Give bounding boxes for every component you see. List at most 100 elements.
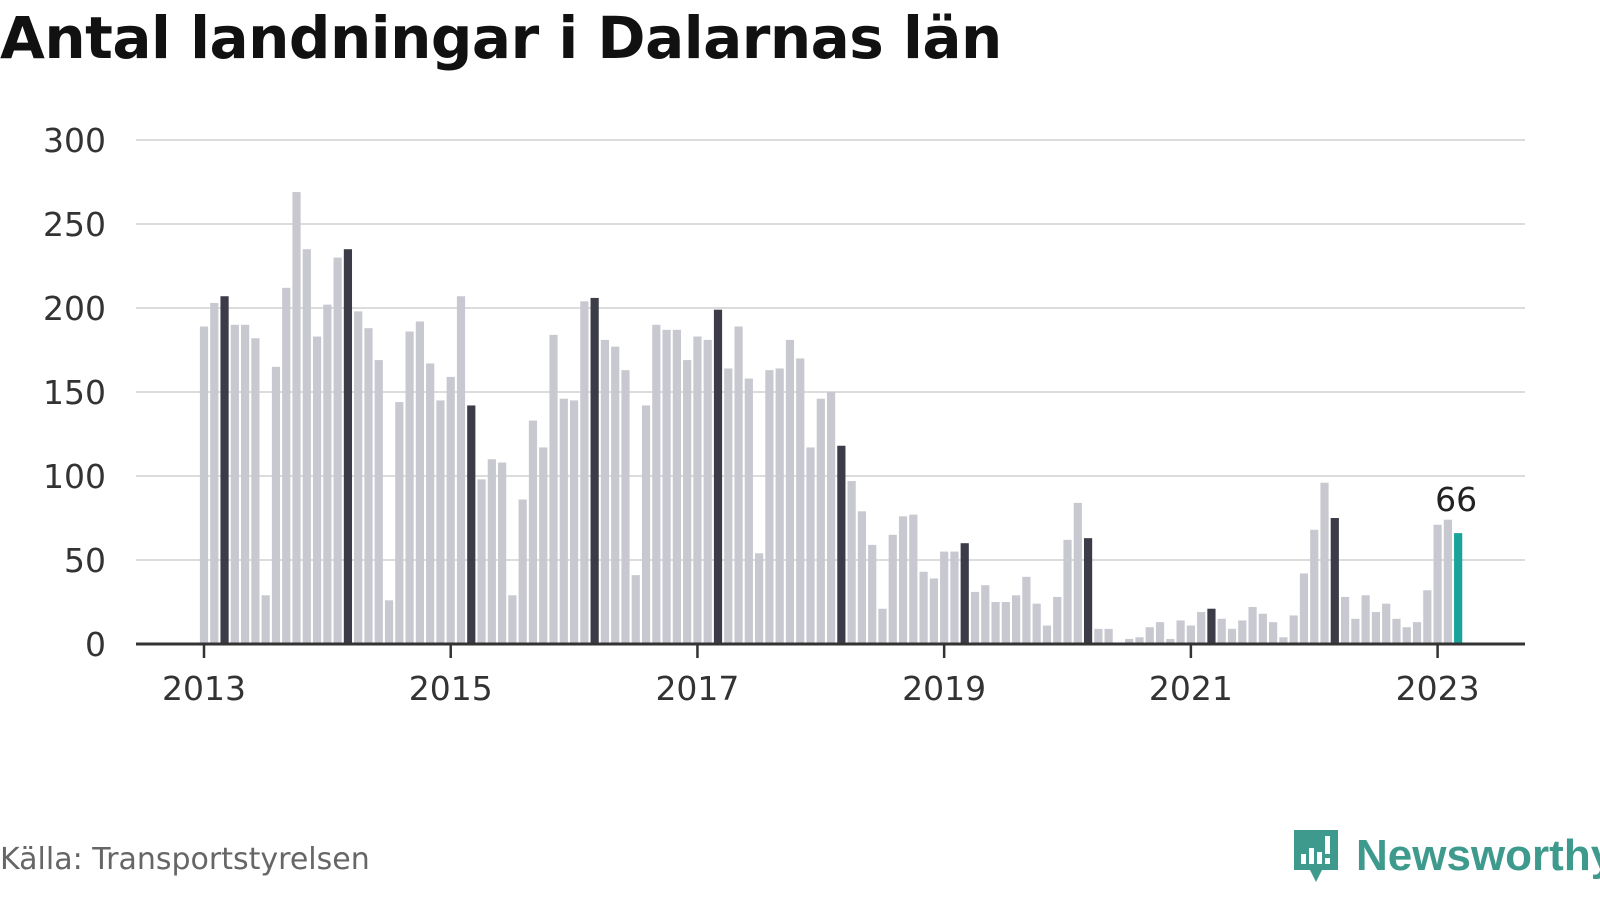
bar [354, 311, 363, 644]
bar [796, 358, 805, 644]
bar [816, 398, 825, 644]
bar [384, 600, 394, 644]
bar [765, 370, 774, 644]
bar [898, 516, 908, 644]
bar [199, 326, 209, 644]
newsworthy-chart-bubble-icon [1294, 830, 1338, 882]
bar [292, 192, 301, 644]
y-tick-label: 200 [43, 289, 106, 328]
bar [919, 571, 928, 644]
bar [364, 328, 373, 644]
bar [734, 326, 743, 644]
bar [621, 370, 630, 644]
bar [1382, 603, 1391, 644]
bar [806, 447, 815, 644]
bar [1217, 618, 1226, 644]
bar [672, 329, 681, 644]
bar [1012, 595, 1021, 644]
bar [1135, 637, 1144, 644]
bar [631, 575, 640, 644]
bar [991, 602, 1000, 644]
bar [456, 296, 466, 644]
bar [241, 324, 250, 644]
bar [343, 249, 353, 644]
bar [498, 462, 507, 644]
bar [374, 360, 383, 644]
brand-logo: Newsworthy [1290, 826, 1600, 886]
bar [312, 336, 322, 644]
y-tick-label: 0 [85, 625, 106, 664]
bar [1371, 612, 1381, 644]
bar [395, 402, 404, 644]
bar [652, 324, 661, 644]
bar [1145, 627, 1154, 644]
bar [1412, 622, 1422, 644]
bar [960, 543, 969, 644]
chart-title: Antal landningar i Dalarnas län [0, 4, 1002, 72]
bar [518, 499, 527, 644]
bar [1227, 628, 1237, 644]
bar [909, 514, 918, 644]
bar [847, 481, 856, 644]
axes [136, 642, 1525, 658]
bar [569, 400, 579, 644]
bar [539, 447, 548, 644]
bar [1269, 622, 1278, 644]
bar [970, 591, 980, 644]
bar [302, 249, 311, 644]
bar [950, 551, 959, 644]
y-tick-label: 300 [43, 121, 106, 160]
bar [508, 595, 517, 644]
y-tick-label: 250 [43, 205, 106, 244]
x-tick-label: 2019 [902, 669, 986, 708]
bar [662, 329, 671, 644]
bar [323, 304, 332, 644]
y-tick-label: 150 [43, 373, 106, 412]
bar [611, 346, 620, 644]
x-tick-label: 2015 [409, 669, 493, 708]
bar [755, 553, 764, 644]
bar [888, 534, 897, 644]
bar [713, 309, 723, 644]
bar [1433, 524, 1442, 644]
bar [744, 378, 753, 644]
bar [683, 360, 692, 644]
bar [1238, 620, 1247, 644]
bar [1197, 612, 1206, 644]
bar [405, 331, 414, 644]
bar [1042, 625, 1052, 644]
bar [1443, 519, 1452, 644]
y-tick-label: 50 [64, 541, 106, 580]
bar [641, 405, 651, 644]
bar [1083, 538, 1093, 644]
bar [1207, 608, 1216, 644]
bar [1279, 637, 1288, 644]
bar [878, 608, 887, 644]
bar [333, 257, 342, 644]
bar [775, 368, 784, 644]
bar [1392, 618, 1401, 644]
bar [940, 551, 949, 644]
latest-value-label: 66 [1435, 480, 1477, 519]
x-tick-label: 2021 [1149, 669, 1233, 708]
bar [600, 339, 610, 644]
bar [1351, 618, 1360, 644]
x-tick-label: 2023 [1396, 669, 1480, 708]
bar [549, 334, 558, 644]
bar [1104, 628, 1113, 644]
bar [1032, 603, 1041, 644]
bar [1258, 613, 1267, 644]
bar [1299, 573, 1309, 644]
bar [1063, 539, 1072, 644]
source-note: Källa: Transportstyrelsen [0, 842, 370, 877]
bar [261, 595, 270, 644]
bar [724, 368, 733, 644]
bar [703, 339, 712, 644]
bar [929, 578, 938, 644]
bar [220, 296, 229, 644]
bar [487, 459, 496, 644]
bar [477, 479, 486, 644]
bar [282, 287, 291, 644]
bar [1125, 638, 1134, 644]
bar [1361, 595, 1370, 644]
